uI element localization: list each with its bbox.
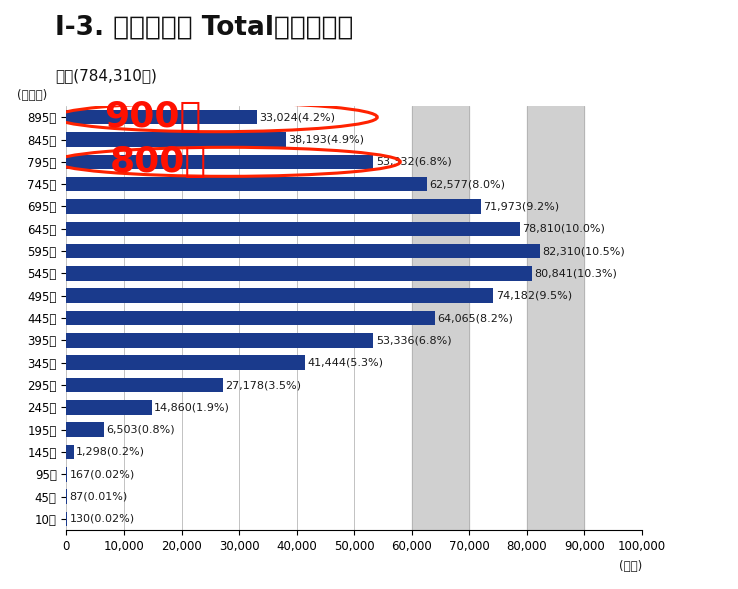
Text: 800点: 800点 <box>110 145 207 179</box>
Text: 全体(784,310人): 全体(784,310人) <box>55 68 157 82</box>
Text: 87(0.01%): 87(0.01%) <box>69 492 128 502</box>
Bar <box>66 244 540 259</box>
Text: (スコア): (スコア) <box>18 89 48 102</box>
Text: 62,577(8.0%): 62,577(8.0%) <box>429 179 505 189</box>
Bar <box>66 110 257 124</box>
Bar <box>412 106 469 530</box>
Text: 1,298(0.2%): 1,298(0.2%) <box>76 447 145 457</box>
Text: 71,973(9.2%): 71,973(9.2%) <box>483 201 559 211</box>
Text: 33,024(4.2%): 33,024(4.2%) <box>259 112 335 122</box>
Text: 53,332(6.8%): 53,332(6.8%) <box>376 157 452 167</box>
Text: 41,444(5.3%): 41,444(5.3%) <box>307 358 383 368</box>
Bar <box>527 106 584 530</box>
Text: 53,336(6.8%): 53,336(6.8%) <box>376 335 452 345</box>
Bar <box>66 467 67 482</box>
Text: 80,841(10.3%): 80,841(10.3%) <box>534 269 617 279</box>
Bar <box>66 445 74 459</box>
Bar <box>66 333 373 348</box>
Text: 14,860(1.9%): 14,860(1.9%) <box>154 402 230 412</box>
Text: 78,810(10.0%): 78,810(10.0%) <box>523 224 605 234</box>
Bar <box>66 355 305 370</box>
Bar <box>66 400 152 415</box>
Text: 74,182(9.5%): 74,182(9.5%) <box>496 291 572 301</box>
Text: 167(0.02%): 167(0.02%) <box>69 469 135 479</box>
Text: 82,310(10.5%): 82,310(10.5%) <box>542 246 625 256</box>
Text: I-3. 公開テスト Totalスコア分布: I-3. 公開テスト Totalスコア分布 <box>55 15 354 41</box>
Bar <box>66 199 480 214</box>
Bar <box>66 133 286 147</box>
Bar <box>66 177 427 191</box>
Text: 6,503(0.8%): 6,503(0.8%) <box>106 425 175 435</box>
Text: 130(0.02%): 130(0.02%) <box>69 514 134 524</box>
Bar <box>66 266 532 281</box>
Text: 64,065(8.2%): 64,065(8.2%) <box>438 313 514 323</box>
Bar <box>66 221 520 236</box>
Bar <box>66 311 435 325</box>
Bar <box>66 154 373 169</box>
Text: 38,193(4.9%): 38,193(4.9%) <box>289 134 365 144</box>
Text: 900点: 900点 <box>104 100 201 134</box>
Bar <box>66 378 223 392</box>
Text: (人数): (人数) <box>618 560 642 573</box>
Text: 27,178(3.5%): 27,178(3.5%) <box>225 380 301 390</box>
Bar <box>66 289 494 303</box>
Bar <box>66 422 104 437</box>
Bar <box>66 512 67 526</box>
